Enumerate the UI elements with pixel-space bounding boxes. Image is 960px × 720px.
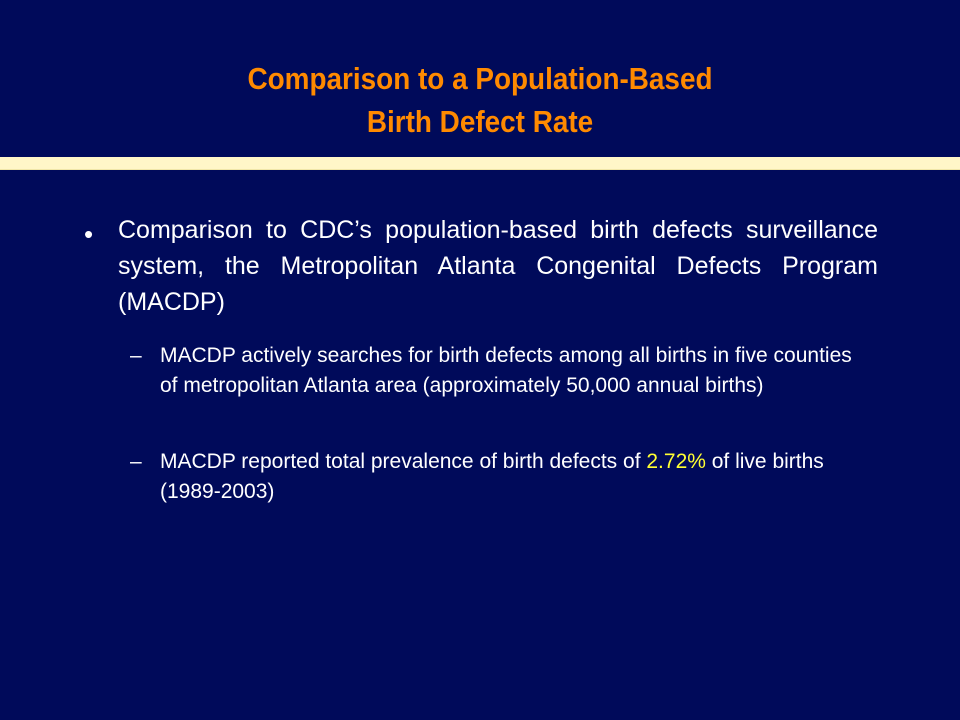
dash-icon: – <box>130 344 142 367</box>
sub-bullet-2-text-after: of live births (1989-2003) <box>160 450 824 503</box>
sub-bullet-1-text: MACDP actively searches for birth defect… <box>160 344 852 397</box>
dash-icon: – <box>130 450 142 473</box>
prevalence-highlight: 2.72% <box>646 450 706 473</box>
slide-title-line-1: Comparison to a Population-Based <box>247 61 713 96</box>
bullet-icon: • <box>84 219 94 249</box>
sub-bullet-2-text-before: MACDP reported total prevalence of birth… <box>160 450 647 473</box>
title-divider <box>0 157 960 169</box>
main-bullet-text: Comparison to CDC’s population-based bir… <box>118 216 878 316</box>
sub-bullet-2-text: MACDP reported total prevalence of birth… <box>160 447 868 507</box>
slide-title: Comparison to a Population-Based Birth D… <box>48 57 912 143</box>
slide-title-line-2: Birth Defect Rate <box>366 104 594 139</box>
